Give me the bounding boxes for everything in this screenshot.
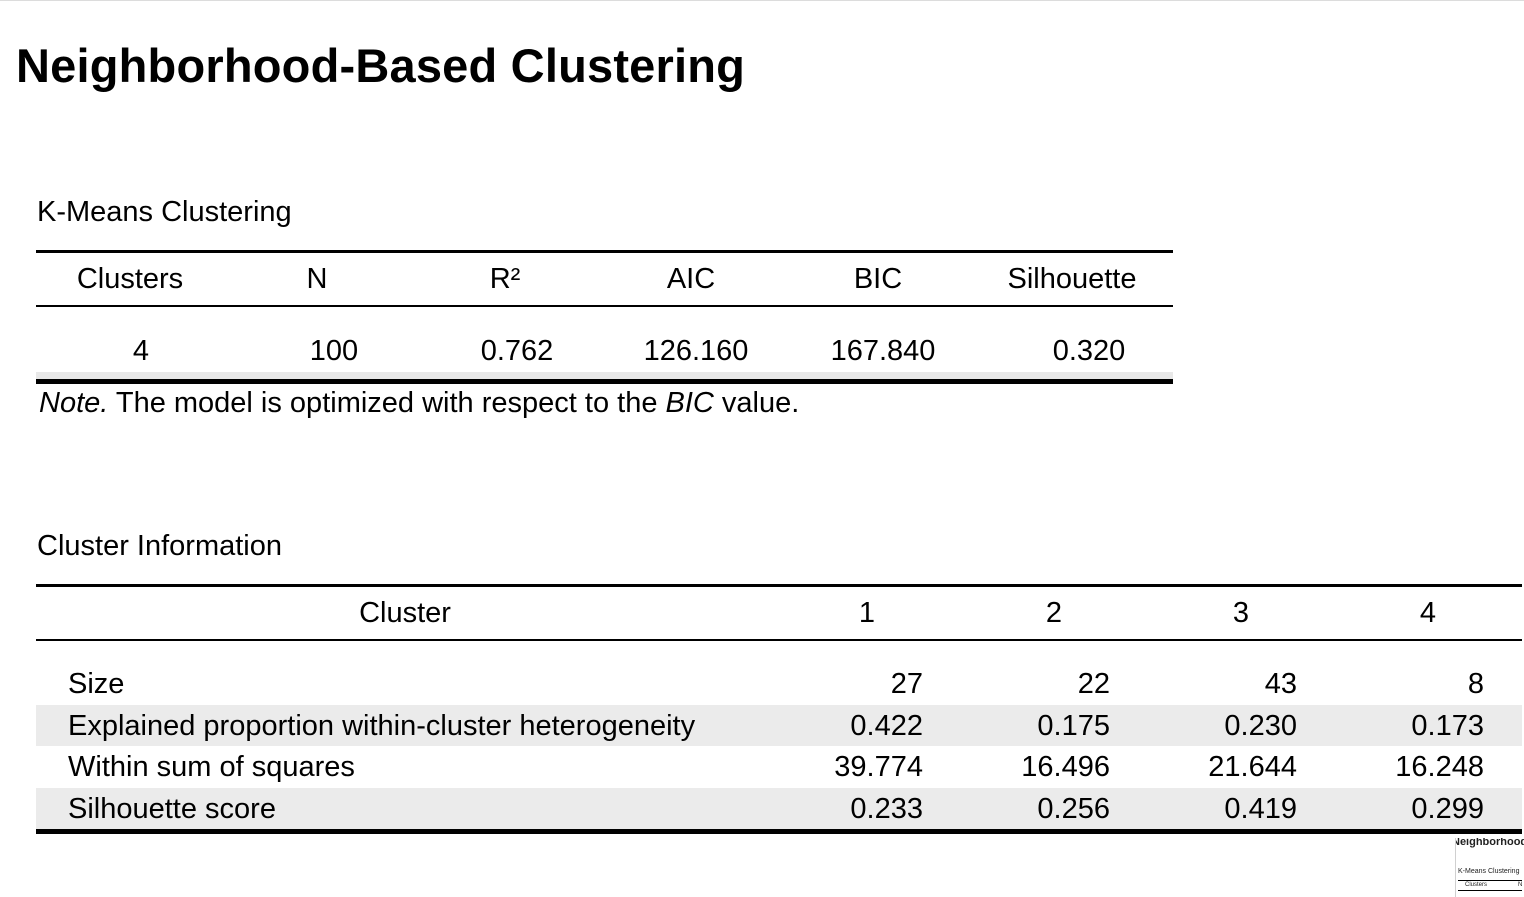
cell-c2: 0.256 — [1037, 792, 1110, 825]
table-row-within-ss: Within sum of squares 39.774 16.496 21.6… — [36, 746, 1522, 788]
row-label: Size — [68, 668, 125, 700]
col-header-1: 1 — [858, 597, 876, 629]
col-header-4: 4 — [1419, 597, 1437, 629]
col-header-2: 2 — [1045, 597, 1063, 629]
cell-bic: 167.840 — [830, 335, 936, 367]
cell-c2: 0.175 — [1037, 709, 1110, 742]
cell-c3: 43 — [1264, 668, 1297, 700]
thumbnail-preview[interactable]: Neighborhood K-Means Clustering Clusters… — [1455, 838, 1524, 897]
table-rule — [36, 829, 1522, 834]
cell-c1: 0.422 — [850, 709, 923, 742]
row-label: Silhouette score — [68, 792, 276, 825]
row-label: Explained proportion within-cluster hete… — [68, 709, 696, 742]
col-header-3: 3 — [1232, 597, 1250, 629]
table-rule — [36, 305, 1173, 307]
row-label: Within sum of squares — [68, 751, 355, 783]
col-header-aic: AIC — [666, 263, 716, 295]
table-row-silhouette: Silhouette score 0.233 0.256 0.419 0.299 — [36, 787, 1522, 829]
table-header-row: Clusters N R² AIC BIC Silhouette — [36, 253, 1173, 305]
table-row: 4 100 0.762 126.160 167.840 0.320 — [36, 307, 1173, 372]
page-title: Neighborhood-Based Clustering — [16, 39, 746, 92]
cell-clusters: 4 — [132, 335, 150, 367]
cell-c4: 0.299 — [1411, 792, 1484, 825]
table-header-row: Cluster 1 2 3 4 — [36, 587, 1522, 639]
table-rule — [36, 379, 1173, 384]
cell-c2: 22 — [1077, 668, 1110, 700]
cell-c1: 0.233 — [850, 792, 923, 825]
col-header-n: N — [306, 263, 328, 295]
table-rule — [36, 639, 1522, 641]
table-row-size: Size 27 22 43 8 — [36, 663, 1522, 705]
thumbnail-header: Clusters — [1465, 882, 1488, 888]
table-note: Note. The model is optimized with respec… — [39, 387, 799, 420]
cell-c1: 27 — [890, 668, 923, 700]
cell-c1: 39.774 — [834, 751, 923, 783]
cell-aic: 126.160 — [643, 335, 749, 367]
col-header-bic: BIC — [853, 263, 903, 295]
cell-c4: 8 — [1467, 668, 1484, 700]
note-emph: BIC — [665, 387, 714, 419]
cell-c4: 0.173 — [1411, 709, 1484, 742]
table-rule — [36, 584, 1522, 587]
cell-r2: 0.762 — [480, 335, 554, 367]
row-shade — [36, 372, 1173, 379]
col-header-silhouette: Silhouette — [1007, 263, 1137, 295]
cell-c3: 0.419 — [1224, 792, 1297, 825]
col-header-cluster: Cluster — [359, 597, 451, 629]
cluster-info-table: Cluster 1 2 3 4 Size 27 22 43 8 Explaine… — [36, 584, 1522, 834]
cell-n: 100 — [309, 335, 359, 367]
thumbnail-title: Neighborhood — [1455, 838, 1524, 848]
cell-silhouette: 0.320 — [1052, 335, 1126, 367]
note-label: Note. — [39, 387, 109, 419]
thumbnail-subtitle: K-Means Clustering — [1458, 868, 1520, 875]
table-rule — [36, 250, 1173, 253]
cell-c3: 0.230 — [1224, 709, 1297, 742]
note-text-end: value. — [713, 387, 800, 419]
kmeans-table: Clusters N R² AIC BIC Silhouette 4 100 0… — [36, 250, 1173, 384]
kmeans-title: K-Means Clustering — [37, 196, 292, 228]
table-row-explained: Explained proportion within-cluster hete… — [36, 704, 1522, 746]
note-text: The model is optimized with respect to t… — [108, 387, 666, 419]
cell-c4: 16.248 — [1395, 751, 1484, 783]
col-header-clusters: Clusters — [76, 263, 184, 295]
col-header-r2: R² — [489, 263, 521, 295]
cluster-info-title: Cluster Information — [37, 530, 282, 562]
thumbnail-header-n: N — [1518, 882, 1523, 888]
cell-c3: 21.644 — [1208, 751, 1297, 783]
cell-c2: 16.496 — [1021, 751, 1110, 783]
top-divider — [0, 0, 1524, 1]
